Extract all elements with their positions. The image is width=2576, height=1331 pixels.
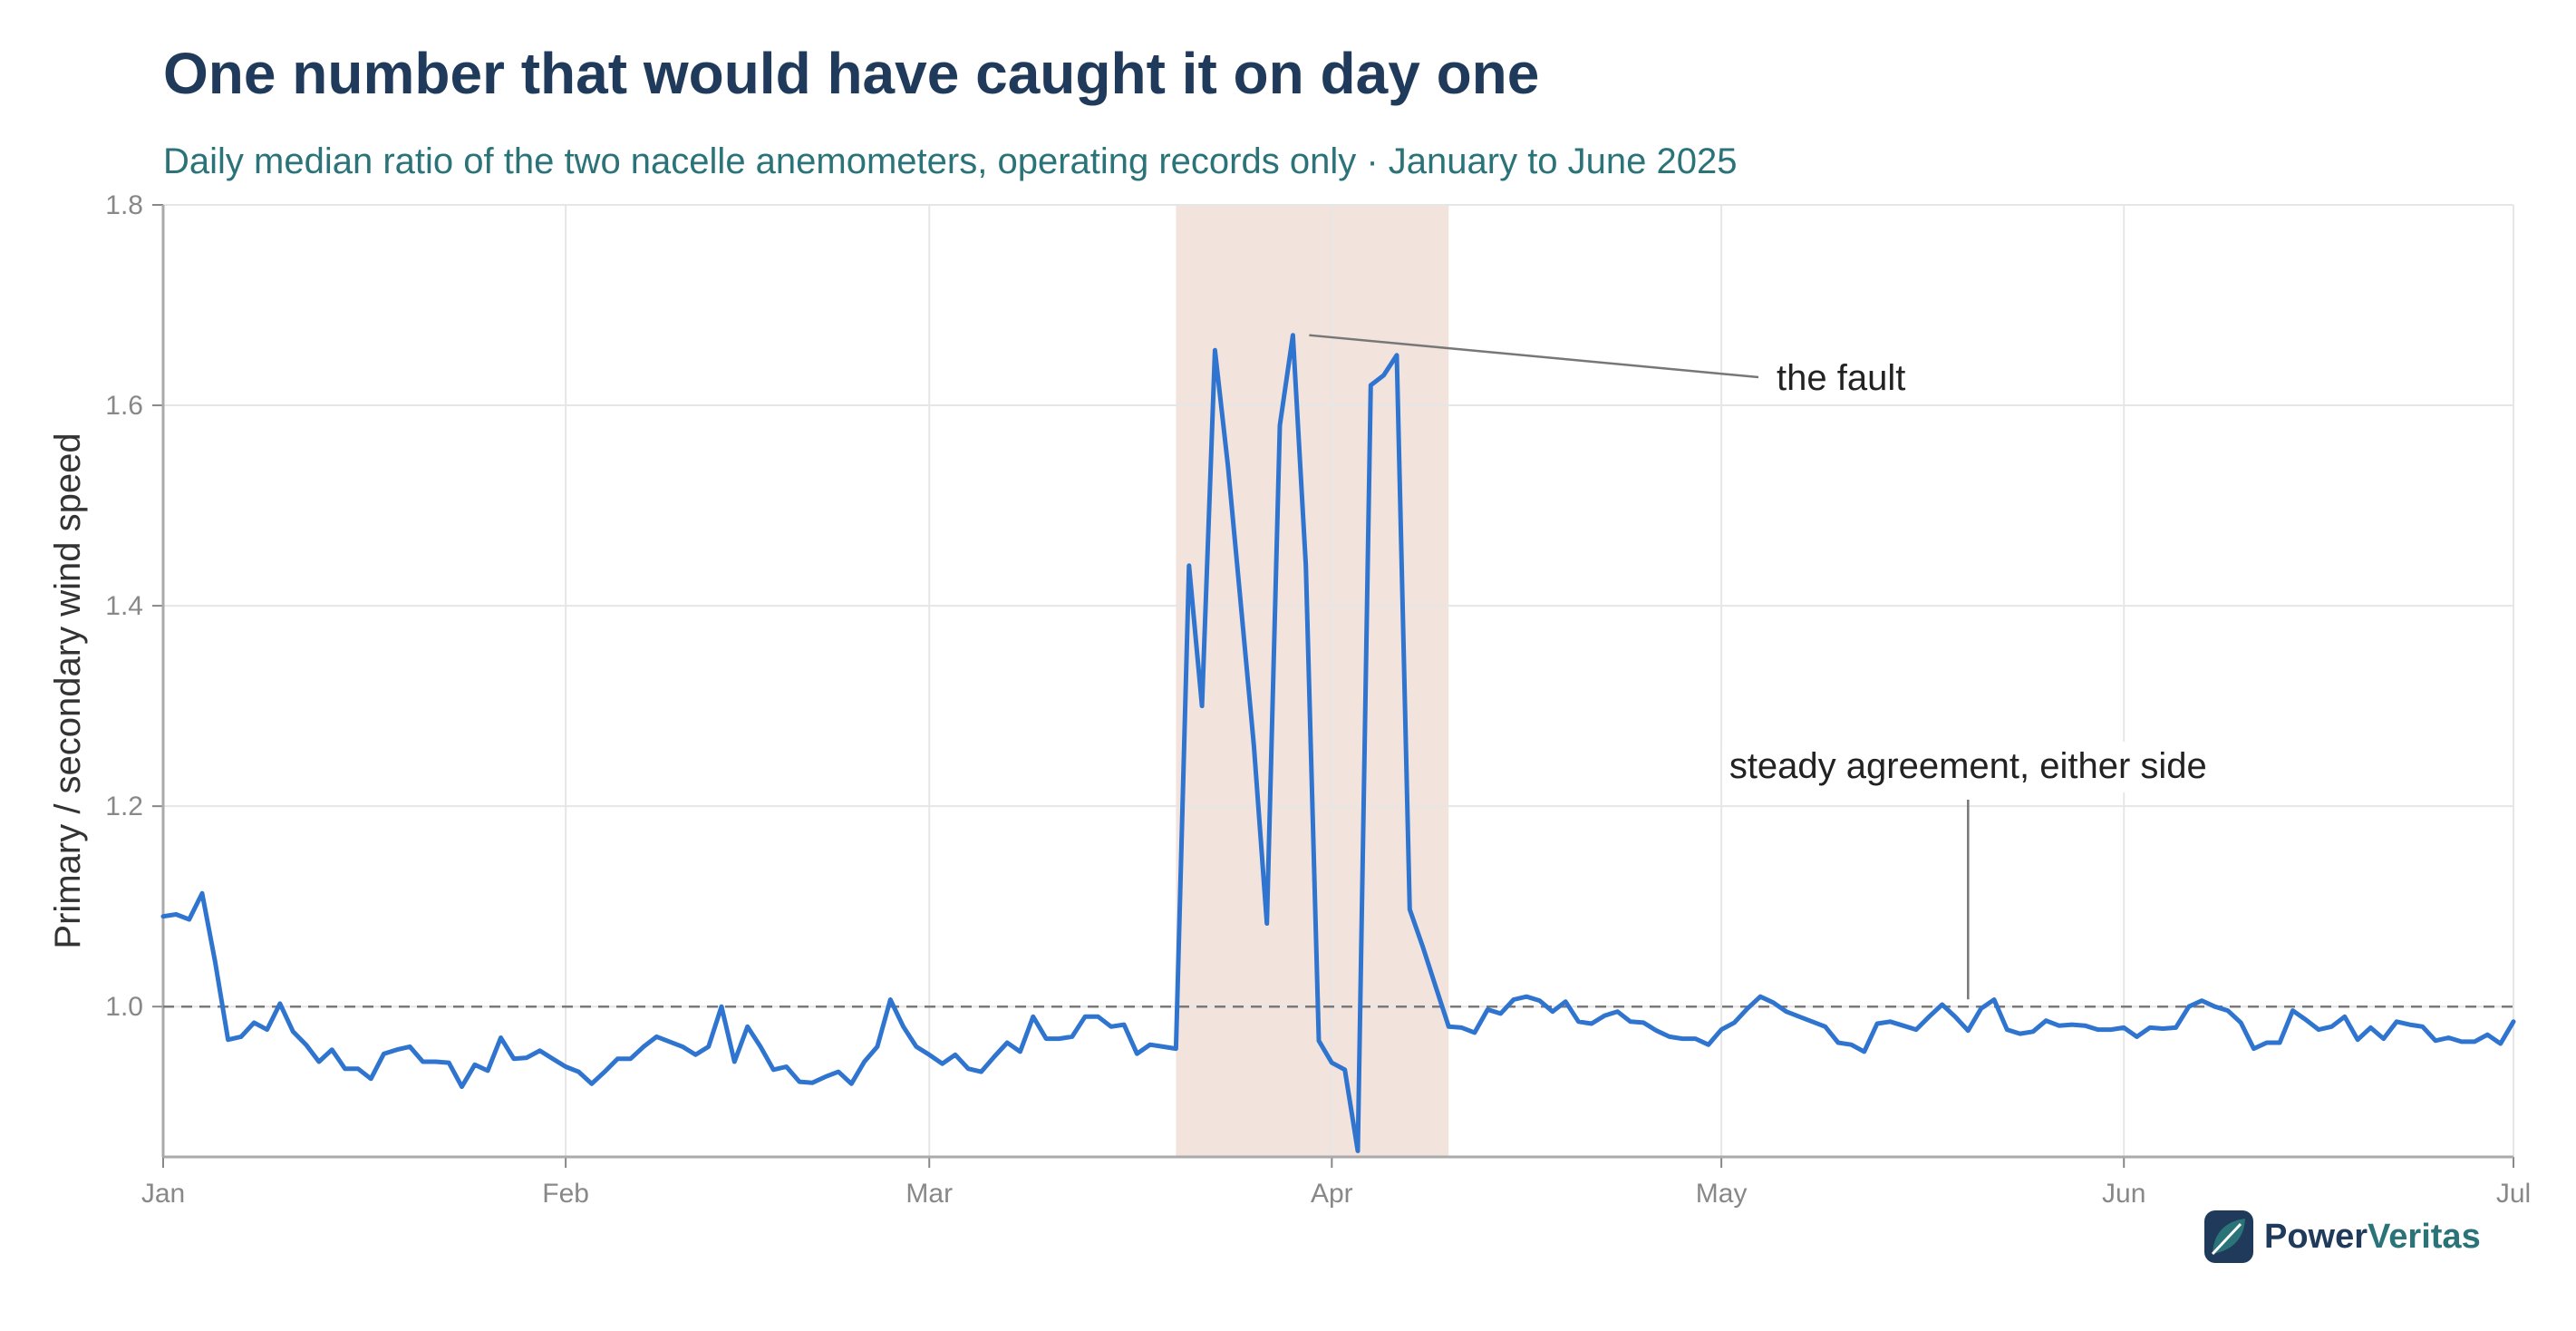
x-tick-label: Jan [141, 1179, 185, 1209]
x-tick-label: Feb [542, 1179, 589, 1209]
annotation-layer: the fault steady agreement, either side [1309, 334, 2230, 1000]
y-tick-label: 1.0 [105, 992, 143, 1022]
y-tick-label: 1.4 [105, 591, 143, 621]
y-tick-label: 1.2 [105, 792, 143, 821]
brand-name-part2: Veritas [2368, 1217, 2481, 1256]
annotation-bg-steady [1722, 742, 2230, 792]
leaf-logo-icon [2204, 1210, 2253, 1263]
x-tick-label: Apr [1311, 1179, 1353, 1209]
band-layer [1176, 205, 1449, 1157]
brand-name-part1: Power [2264, 1217, 2368, 1256]
series-line-ratio [160, 333, 2516, 1153]
y-tick-label: 1.8 [105, 190, 143, 220]
annotation-bg-fault [1766, 350, 1929, 397]
series-layer [160, 333, 2516, 1153]
y-axis-label: Primary / secondary wind speed [48, 432, 88, 948]
x-tick-label: May [1696, 1179, 1748, 1209]
y-tick-label: 1.6 [105, 391, 143, 421]
annotation-label-fault: the fault [1777, 358, 1905, 398]
x-tick-label: Mar [905, 1179, 953, 1209]
fault-shaded-band [1176, 205, 1449, 1157]
chart-subtitle: Daily median ratio of the two nacelle an… [163, 141, 1738, 181]
annotation-leader-fault [1309, 334, 1759, 379]
x-tick-label: Jul [2496, 1179, 2531, 1209]
brand-name: PowerVeritas [2264, 1218, 2481, 1257]
x-tick-label: Jun [2102, 1179, 2145, 1209]
axes: 1.0 1.2 1.4 1.6 1.8 Jan Feb Mar Apr May Jun Jul [105, 190, 2531, 1209]
brand-logo: PowerVeritas [2204, 1210, 2481, 1264]
annotation-label-steady: steady agreement, either side [1729, 746, 2207, 786]
page-title: One number that would have caught it on … [163, 41, 1540, 106]
